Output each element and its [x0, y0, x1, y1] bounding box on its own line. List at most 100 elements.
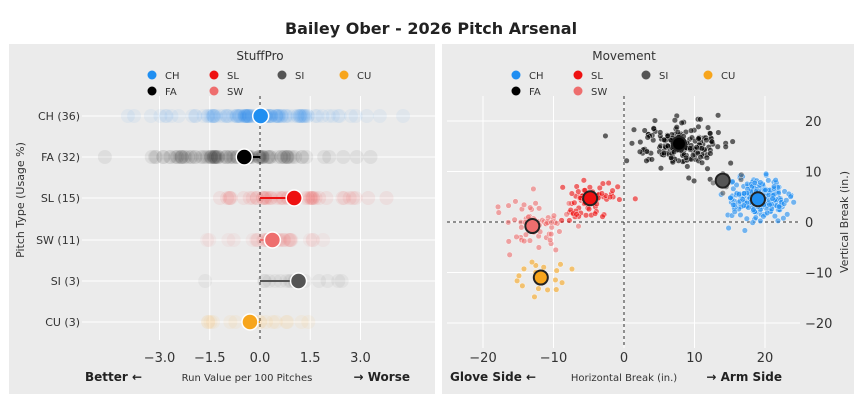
stuffpro-pitch-dot-fa	[156, 150, 171, 164]
stuffpro-pitch-dot-ch	[268, 109, 283, 123]
movement-pitch-dot-sw	[521, 238, 528, 245]
movement-pitch-dot-ch	[774, 217, 781, 224]
stuffpro-pitch-dot-ch	[188, 109, 203, 123]
stuffpro-pitch-dot-ch	[120, 109, 135, 123]
movement-pitch-dot-fa	[674, 129, 681, 136]
movement-pitch-dot-sw	[530, 185, 537, 192]
stuffpro-pitch-dot-fa	[283, 150, 298, 164]
movement-ytick-label: −10	[805, 267, 832, 282]
stuffpro-pitch-dot-ch	[220, 109, 235, 123]
stuffpro-pitch-dot-fa	[225, 150, 240, 164]
movement-pitch-dot-cu	[535, 285, 542, 292]
movement-ytick-label: 0	[805, 216, 813, 231]
stuffpro-pitch-dot-ch	[275, 109, 290, 123]
stuffpro-pitch-dot-sw	[245, 233, 260, 247]
stuffpro-legend-label-si: SI	[295, 71, 304, 82]
movement-pitch-dot-sw	[526, 237, 533, 244]
movement-pitch-dot-sw	[527, 204, 534, 211]
movement-grid	[447, 96, 800, 348]
stuffpro-pitch-dot-sl	[305, 191, 320, 205]
movement-pitch-dot-cu	[520, 265, 527, 272]
movement-pitch-dot-ch	[735, 191, 742, 198]
movement-legend-label-cu: CU	[721, 71, 735, 82]
movement-pitch-dot-sw	[521, 201, 528, 208]
stuffpro-pitch-dot-fa	[219, 150, 234, 164]
stuffpro-pitch-dot-sl	[249, 191, 264, 205]
stuffpro-pitch-dot-fa	[197, 150, 212, 164]
stuffpro-pitch-dot-ch	[153, 109, 168, 123]
movement-pitch-dot-fa	[695, 135, 702, 142]
stuffpro-pitch-dot-fa	[270, 150, 285, 164]
stuffpro-pitch-dot-ch	[230, 109, 245, 123]
movement-pitch-dot-fa	[661, 136, 668, 143]
movement-pitch-dot-fa	[671, 117, 678, 124]
stuffpro-legend-label-cu: CU	[357, 71, 371, 82]
movement-pitch-dot-ch	[751, 179, 758, 186]
movement-pitch-dot-sl	[575, 188, 582, 195]
movement-pitch-dot-ch	[752, 214, 759, 221]
movement-pitch-dot-sw	[513, 233, 520, 240]
movement-pitch-dot-fa	[678, 119, 685, 126]
stuffpro-pitch-dot-fa	[162, 150, 177, 164]
stuffpro-pitch-dot-ch	[295, 109, 310, 123]
movement-pitch-dot-cu	[540, 264, 547, 271]
movement-pitch-dot-fa	[644, 134, 651, 141]
stuffpro-pitch-dot-sl	[303, 191, 318, 205]
movement-pitch-dot-ch	[737, 211, 744, 218]
stuffpro-pitch-dot-fa	[208, 150, 223, 164]
movement-pitch-dot-ch	[776, 203, 783, 210]
stuffpro-pitch-dot-sw	[316, 233, 331, 247]
stuffpro-pitch-dot-fa	[207, 150, 222, 164]
movement-xlabel-glove: Glove Side ←	[450, 370, 536, 384]
movement-pitch-dot-sw	[548, 219, 555, 226]
movement-pitch-dot-cu	[531, 293, 538, 300]
movement-mean-point-ch	[749, 191, 766, 208]
stuffpro-pitch-dot-fa	[174, 150, 189, 164]
stuffpro-pitch-dot-fa	[211, 150, 226, 164]
movement-pitch-dot-ch	[762, 187, 769, 194]
stuffpro-ytick-label: CU (3)	[45, 316, 80, 329]
stuffpro-xlabel: Run Value per 100 Pitches	[182, 373, 313, 384]
movement-pitch-dot-cu	[557, 261, 564, 268]
movement-pitch-dot-sw	[511, 216, 518, 223]
stuffpro-marks	[97, 107, 411, 331]
movement-pitch-dot-sw	[505, 202, 512, 209]
stuffpro-mean-point-cu	[241, 313, 259, 331]
stuffpro-pitch-dot-fa	[295, 150, 310, 164]
movement-pitch-dot-ch	[757, 179, 764, 186]
stuffpro-pitch-dot-fa	[274, 150, 289, 164]
stuffpro-pitch-dot-ch	[206, 109, 221, 123]
stuffpro-pitch-dot-sl	[222, 191, 237, 205]
movement-pitch-dot-ch	[740, 202, 747, 209]
stuffpro-pitch-dot-ch	[359, 109, 374, 123]
stuffpro-pitch-dot-cu	[223, 315, 238, 329]
stuffpro-legend: CH SL SI CU FA SW	[147, 70, 371, 98]
stuffpro-panel: StuffPro CH SL SI CU FA SW −3.0 −1.5 0.0 1.5 3.0 C…	[9, 44, 435, 394]
stuffpro-xtick-label: 0.0	[250, 351, 271, 366]
movement-pitch-dot-si	[738, 171, 745, 178]
movement-pitch-dot-fa	[707, 150, 714, 157]
stuffpro-pitch-dot-sl	[236, 191, 251, 205]
movement-pitch-dot-sw	[565, 200, 572, 207]
movement-mean-point-sl	[582, 190, 599, 207]
stuffpro-pitch-dot-ch	[232, 109, 247, 123]
stuffpro-mean-point-sl	[285, 189, 303, 207]
stuffpro-pitch-dot-fa	[199, 150, 214, 164]
stuffpro-pitch-dot-fa	[363, 150, 378, 164]
movement-pitch-dot-sw	[506, 251, 513, 258]
stuffpro-pitch-dot-fa	[170, 150, 185, 164]
stuffpro-pitch-dot-ch	[242, 109, 257, 123]
stuffpro-pitch-dot-fa	[349, 150, 364, 164]
stuffpro-pitch-dot-fa	[163, 150, 178, 164]
movement-pitch-dot-fa	[688, 127, 695, 134]
movement-legend-marker-si	[641, 70, 651, 80]
movement-pitch-dot-fa	[714, 143, 721, 150]
stuffpro-pitch-dot-fa	[219, 150, 234, 164]
stuffpro-pitch-dot-ch	[321, 109, 336, 123]
stuffpro-pitch-dot-ch	[272, 109, 287, 123]
movement-legend-label-ch: CH	[529, 71, 544, 82]
movement-pitch-dot-fa	[643, 157, 650, 164]
movement-pitch-dot-fa	[709, 138, 716, 145]
movement-pitch-dot-ch	[731, 208, 738, 215]
stuffpro-pitch-dot-sl	[345, 191, 360, 205]
